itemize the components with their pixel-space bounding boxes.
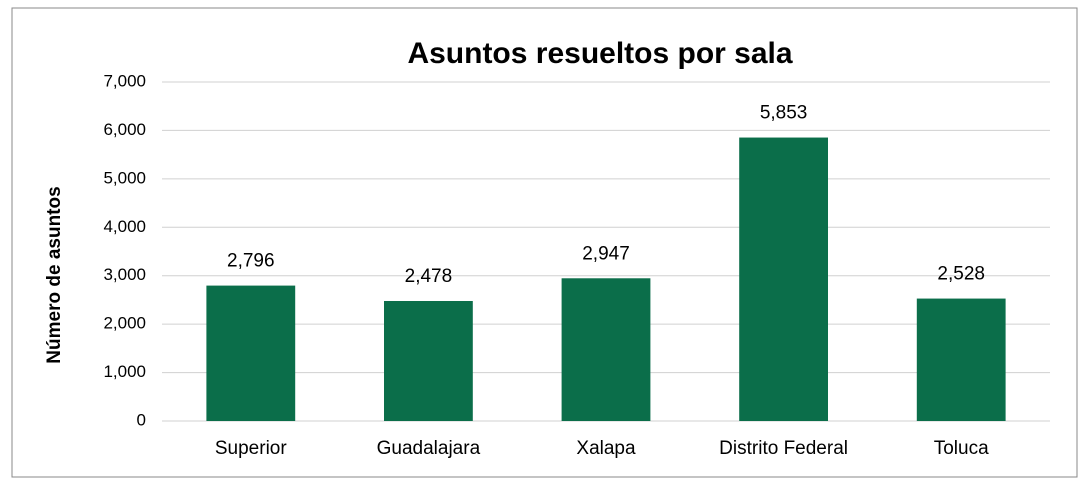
x-tick-label: Superior [215,438,287,459]
y-tick-label: 1,000 [103,362,146,381]
bar [739,137,828,421]
bar [916,298,1006,421]
x-tick-label: Distrito Federal [719,438,848,459]
value-label: 2,528 [937,264,985,285]
value-label: 2,478 [405,266,453,287]
value-label: 2,796 [227,251,275,272]
y-tick-label: 6,000 [103,120,146,139]
y-tick-label: 7,000 [103,71,146,90]
y-tick-label: 2,000 [103,314,146,333]
chart-frame [11,7,1078,478]
value-label: 2,947 [582,243,630,264]
chart-title: Asuntos resueltos por sala [407,37,792,70]
y-tick-label: 5,000 [103,168,146,187]
y-tick-label: 4,000 [103,217,146,236]
bar [561,278,651,421]
x-tick-label: Toluca [934,438,989,459]
x-tick-label: Guadalajara [377,438,481,459]
y-tick-label: 3,000 [103,265,146,284]
y-tick-label: 0 [137,410,146,429]
x-tick-label: Xalapa [576,438,636,459]
bar [384,300,473,421]
value-label: 5,853 [760,103,808,124]
y-axis-label: Número de asuntos [44,186,65,363]
bar [206,285,296,421]
